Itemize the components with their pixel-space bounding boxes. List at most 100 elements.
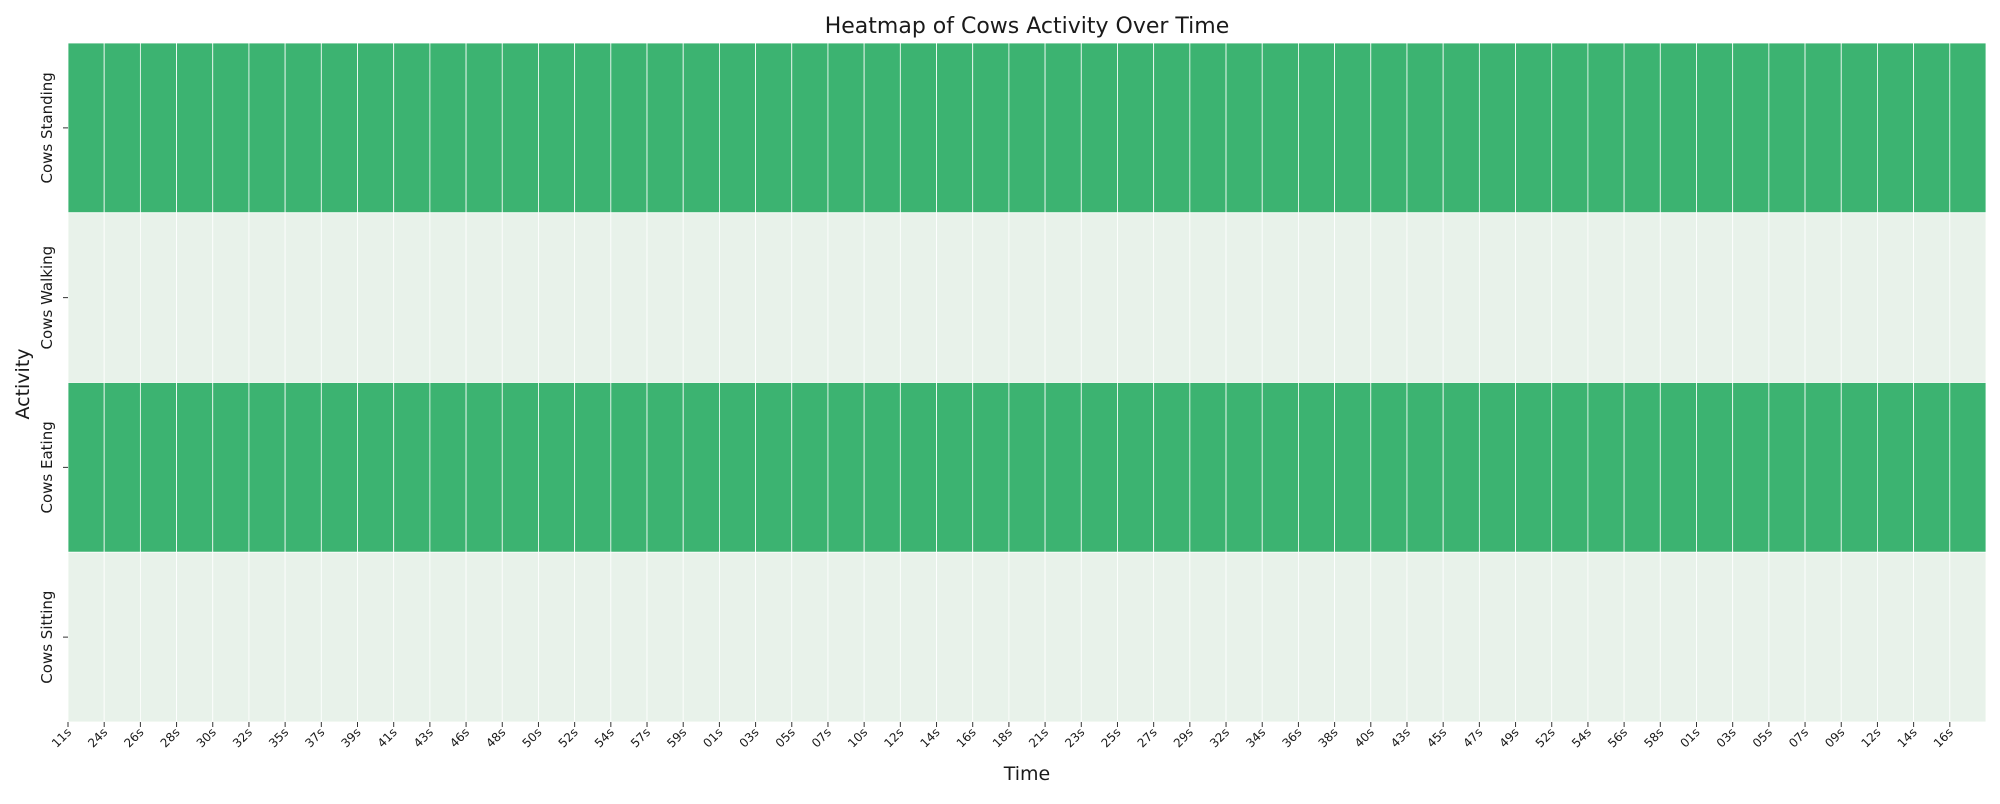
x-tick-label: 24s bbox=[85, 725, 110, 750]
x-tick-label: 16s bbox=[1931, 725, 1956, 750]
heatmap-cell bbox=[1551, 212, 1589, 383]
x-tick-label: 37s bbox=[302, 725, 327, 750]
heatmap-cell bbox=[863, 382, 901, 553]
heatmap-cell bbox=[1080, 382, 1118, 553]
heatmap-cell bbox=[1840, 382, 1878, 553]
heatmap-cell bbox=[1587, 42, 1625, 214]
heatmap-cell bbox=[1189, 42, 1227, 214]
heatmap-cell bbox=[1117, 212, 1155, 383]
heatmap-cell bbox=[538, 42, 576, 214]
heatmap-cell bbox=[357, 42, 395, 214]
heatmap-cell bbox=[1696, 42, 1734, 214]
x-tick-label: 05s bbox=[773, 725, 798, 750]
x-tick-label: 12s bbox=[881, 725, 906, 750]
heatmap-cell bbox=[1298, 212, 1336, 383]
heatmap-cell bbox=[1406, 382, 1444, 553]
heatmap-cell bbox=[1949, 212, 1987, 383]
heatmap-cell bbox=[139, 42, 177, 214]
heatmap-cell bbox=[393, 382, 431, 553]
heatmap-cell bbox=[1370, 551, 1408, 723]
x-tick-label: 09s bbox=[1822, 725, 1847, 750]
heatmap-cell bbox=[357, 212, 395, 383]
x-tick-label: 36s bbox=[1279, 725, 1304, 750]
y-tick-label: Cows Standing bbox=[38, 72, 56, 183]
heatmap-cell bbox=[863, 42, 901, 214]
heatmap-cell bbox=[1406, 551, 1444, 723]
x-tick-label: 16s bbox=[954, 725, 979, 750]
heatmap-cell bbox=[1008, 551, 1046, 723]
heatmap-cell bbox=[1225, 382, 1263, 553]
heatmap-cell bbox=[1080, 212, 1118, 383]
heatmap-cell bbox=[429, 212, 467, 383]
heatmap-cell bbox=[1153, 42, 1191, 214]
heatmap-cell bbox=[429, 382, 467, 553]
x-tick-label: 03s bbox=[1714, 725, 1739, 750]
heatmap-cell bbox=[1225, 212, 1263, 383]
heatmap-cell bbox=[501, 42, 539, 214]
x-tick-label: 32s bbox=[230, 725, 255, 750]
heatmap-cell bbox=[1732, 382, 1770, 553]
heatmap-cell bbox=[248, 551, 286, 723]
x-tick-label: 35s bbox=[266, 725, 291, 750]
heatmap-cell bbox=[1153, 551, 1191, 723]
heatmap-cell bbox=[1370, 42, 1408, 214]
x-tick-label: 14s bbox=[1895, 725, 1920, 750]
heatmap-cell bbox=[1044, 551, 1082, 723]
heatmap-cell bbox=[1913, 42, 1951, 214]
heatmap-cell bbox=[1008, 212, 1046, 383]
heatmap-cell bbox=[1334, 551, 1372, 723]
heatmap-cell bbox=[1008, 382, 1046, 553]
heatmap-cell bbox=[139, 551, 177, 723]
x-tick-label: 45s bbox=[1424, 725, 1449, 750]
heatmap-cell bbox=[1261, 382, 1299, 553]
x-tick-label: 21s bbox=[1026, 725, 1051, 750]
heatmap-cell bbox=[1949, 382, 1987, 553]
heatmap-cell bbox=[393, 551, 431, 723]
heatmap-cell bbox=[791, 42, 829, 214]
heatmap-cell bbox=[320, 382, 358, 553]
heatmap-cell bbox=[284, 42, 322, 214]
heatmap-cell bbox=[1840, 212, 1878, 383]
heatmap-cell bbox=[574, 382, 612, 553]
heatmap-cell bbox=[1877, 212, 1915, 383]
heatmap-cell bbox=[1334, 42, 1372, 214]
y-axis-label: Activity bbox=[12, 348, 34, 419]
heatmap-cell bbox=[1189, 212, 1227, 383]
heatmap-cell bbox=[1587, 382, 1625, 553]
heatmap-cell bbox=[248, 212, 286, 383]
heatmap-cell bbox=[501, 212, 539, 383]
heatmap-cell bbox=[538, 551, 576, 723]
x-tick-label: 27s bbox=[1135, 725, 1160, 750]
heatmap-cell bbox=[1696, 212, 1734, 383]
heatmap-cell bbox=[646, 382, 684, 553]
heatmap-cell bbox=[1623, 382, 1661, 553]
heatmap-cell bbox=[139, 212, 177, 383]
heatmap-cell bbox=[212, 212, 250, 383]
heatmap-cell bbox=[1442, 212, 1480, 383]
heatmap-cell bbox=[1298, 42, 1336, 214]
heatmap-cell bbox=[1153, 382, 1191, 553]
heatmap-cell bbox=[393, 212, 431, 383]
heatmap-cell bbox=[1406, 42, 1444, 214]
heatmap-cell bbox=[755, 382, 793, 553]
heatmap-cell bbox=[1659, 382, 1697, 553]
heatmap-cell bbox=[1949, 42, 1987, 214]
x-tick-label: 43s bbox=[411, 725, 436, 750]
heatmap-cell bbox=[1623, 551, 1661, 723]
heatmap-cell bbox=[1732, 212, 1770, 383]
heatmap-cell bbox=[67, 551, 105, 723]
heatmap-cell bbox=[139, 382, 177, 553]
heatmap-cell bbox=[538, 212, 576, 383]
chart-title: Heatmap of Cows Activity Over Time bbox=[825, 14, 1230, 39]
heatmap-cell bbox=[1696, 382, 1734, 553]
x-tick-label: 40s bbox=[1352, 725, 1377, 750]
heatmap-cell bbox=[1261, 42, 1299, 214]
heatmap-cell bbox=[357, 382, 395, 553]
x-axis-label: Time bbox=[1003, 763, 1051, 785]
y-tick-label: Cows Sitting bbox=[38, 591, 56, 684]
heatmap-cell bbox=[646, 212, 684, 383]
heatmap-cell bbox=[899, 551, 937, 723]
x-tick-label: 11s bbox=[49, 725, 74, 750]
heatmap-cell bbox=[1551, 551, 1589, 723]
x-tick-label: 01s bbox=[700, 725, 725, 750]
